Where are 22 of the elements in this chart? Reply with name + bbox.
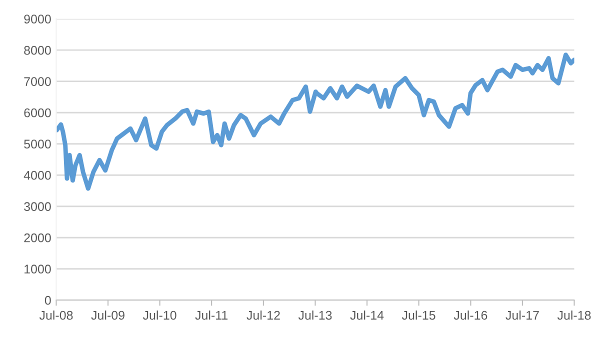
x-tick-label: Jul-10 <box>142 310 176 320</box>
x-tick-label: Jul-15 <box>402 310 436 320</box>
y-tick-label: 7000 <box>24 77 51 86</box>
x-tick-label: Jul-16 <box>454 310 488 320</box>
line-series <box>56 52 574 191</box>
y-tick-label: 3000 <box>24 202 51 212</box>
y-tick-label: 0 <box>44 296 51 305</box>
y-tick-label: 8000 <box>24 46 51 55</box>
x-tick-label: Jul-09 <box>91 310 124 320</box>
x-tick-label: Jul-17 <box>506 310 539 320</box>
x-tick-label: Jul-08 <box>39 310 73 320</box>
x-tick-label: Jul-14 <box>350 310 384 320</box>
x-tick-label: Jul-13 <box>298 310 332 320</box>
y-tick-label: 5000 <box>24 140 51 149</box>
y-tick-label: 4000 <box>24 170 51 180</box>
x-tick-label: Jul-11 <box>195 310 228 320</box>
y-tick-label: 6000 <box>24 108 51 118</box>
y-tick-label: 9000 <box>24 14 51 24</box>
y-tick-label: 1000 <box>24 264 51 274</box>
x-tick-label: Jul-18 <box>557 310 591 320</box>
x-tick-label: Jul-12 <box>246 310 280 320</box>
y-tick-label: 2000 <box>24 233 51 242</box>
